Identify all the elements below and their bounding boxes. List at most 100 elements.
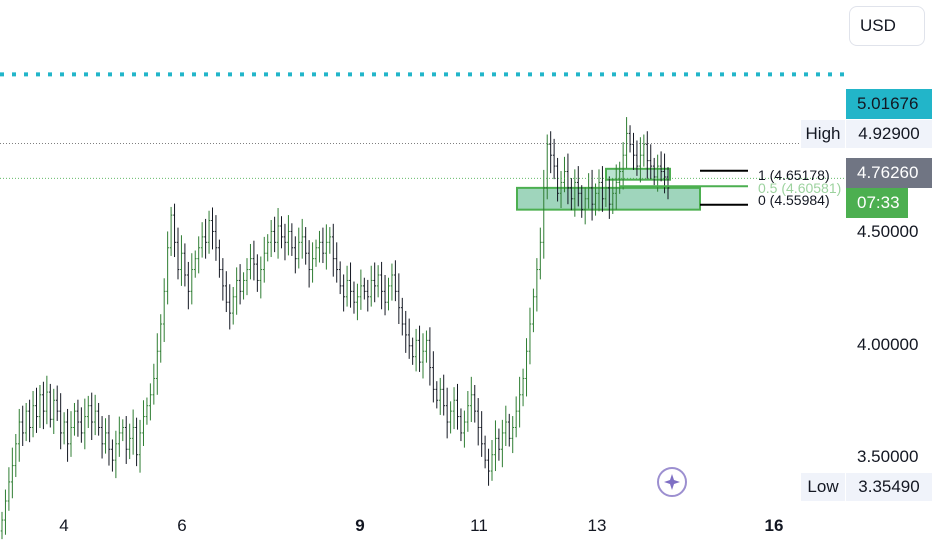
candle bbox=[539, 227, 542, 280]
candle bbox=[169, 206, 173, 256]
candle bbox=[490, 440, 494, 481]
candle bbox=[304, 227, 307, 265]
candle bbox=[611, 178, 615, 215]
candle bbox=[238, 264, 242, 305]
x-tick-label: 9 bbox=[355, 516, 365, 535]
candle bbox=[404, 310, 408, 353]
candle bbox=[625, 117, 628, 169]
candle bbox=[62, 412, 66, 445]
candle bbox=[24, 402, 28, 442]
candle bbox=[511, 416, 515, 454]
candle bbox=[131, 409, 135, 455]
fib-level-05-label: 0.5 (4.60581) bbox=[758, 180, 842, 196]
candle bbox=[473, 385, 477, 423]
candle bbox=[359, 269, 363, 310]
candle bbox=[325, 224, 328, 270]
candle bbox=[659, 151, 663, 182]
candle bbox=[149, 383, 152, 421]
candle bbox=[190, 253, 194, 305]
candle bbox=[69, 411, 73, 457]
candle bbox=[425, 330, 428, 363]
current-price-tag: 4.76260 bbox=[846, 158, 932, 188]
candle bbox=[173, 203, 176, 258]
candle bbox=[532, 288, 535, 333]
candle bbox=[142, 400, 145, 446]
candle bbox=[180, 235, 183, 286]
demand-zone-small bbox=[605, 167, 671, 181]
candle bbox=[459, 408, 463, 442]
candle bbox=[90, 392, 94, 440]
candle bbox=[280, 216, 283, 249]
candle bbox=[187, 261, 190, 310]
candle bbox=[162, 278, 166, 342]
candle bbox=[80, 407, 83, 443]
horizontal-lines-layer bbox=[0, 72, 846, 206]
candle bbox=[221, 258, 225, 301]
candle bbox=[218, 239, 221, 278]
candle bbox=[452, 387, 456, 430]
currency-selector[interactable]: USD bbox=[849, 6, 925, 46]
candle bbox=[487, 448, 490, 486]
candle bbox=[331, 223, 335, 277]
candle bbox=[366, 279, 370, 312]
candle bbox=[66, 408, 69, 462]
candle bbox=[225, 271, 228, 313]
candle bbox=[383, 275, 387, 316]
candle bbox=[318, 230, 321, 263]
candle bbox=[97, 402, 100, 436]
candle bbox=[497, 428, 501, 461]
candle bbox=[300, 218, 304, 259]
candle bbox=[428, 327, 432, 386]
candle bbox=[14, 434, 18, 478]
candle bbox=[228, 284, 232, 330]
candle bbox=[449, 401, 452, 434]
candle bbox=[566, 153, 570, 205]
low-label: Low bbox=[801, 473, 845, 501]
ai-assistant-sparkle-icon[interactable] bbox=[657, 467, 687, 497]
candle bbox=[49, 383, 52, 428]
candle bbox=[608, 176, 611, 219]
candle bbox=[666, 167, 670, 200]
candle bbox=[525, 338, 528, 397]
candle bbox=[135, 417, 138, 467]
candle bbox=[73, 402, 76, 436]
candle bbox=[438, 377, 442, 415]
candle bbox=[470, 376, 473, 423]
candle bbox=[266, 234, 270, 262]
candle bbox=[597, 169, 601, 212]
candle bbox=[100, 416, 104, 459]
candle bbox=[200, 222, 204, 258]
candle bbox=[342, 274, 345, 312]
candle bbox=[197, 236, 200, 274]
candle bbox=[242, 272, 245, 300]
candle bbox=[594, 183, 597, 216]
candle bbox=[252, 240, 256, 281]
x-tick-label: 4 bbox=[59, 516, 69, 535]
candle bbox=[31, 390, 35, 438]
candle bbox=[483, 435, 487, 469]
candle bbox=[549, 131, 552, 174]
candle bbox=[21, 405, 25, 446]
candle bbox=[621, 142, 625, 190]
candle bbox=[463, 410, 466, 448]
candle bbox=[35, 387, 38, 433]
candle bbox=[249, 243, 252, 280]
candle bbox=[121, 419, 125, 442]
candle bbox=[504, 405, 508, 446]
candle bbox=[28, 399, 31, 443]
candle bbox=[411, 337, 414, 365]
candle bbox=[559, 170, 563, 209]
candle bbox=[52, 388, 56, 435]
candle bbox=[380, 261, 383, 310]
candle bbox=[45, 375, 49, 425]
candle bbox=[4, 489, 7, 535]
candle bbox=[231, 286, 235, 325]
candle bbox=[76, 399, 80, 437]
candle bbox=[494, 420, 497, 472]
candle bbox=[445, 387, 449, 439]
candle bbox=[321, 227, 325, 264]
candle bbox=[397, 273, 401, 325]
candle bbox=[501, 419, 504, 468]
candle bbox=[104, 418, 107, 454]
